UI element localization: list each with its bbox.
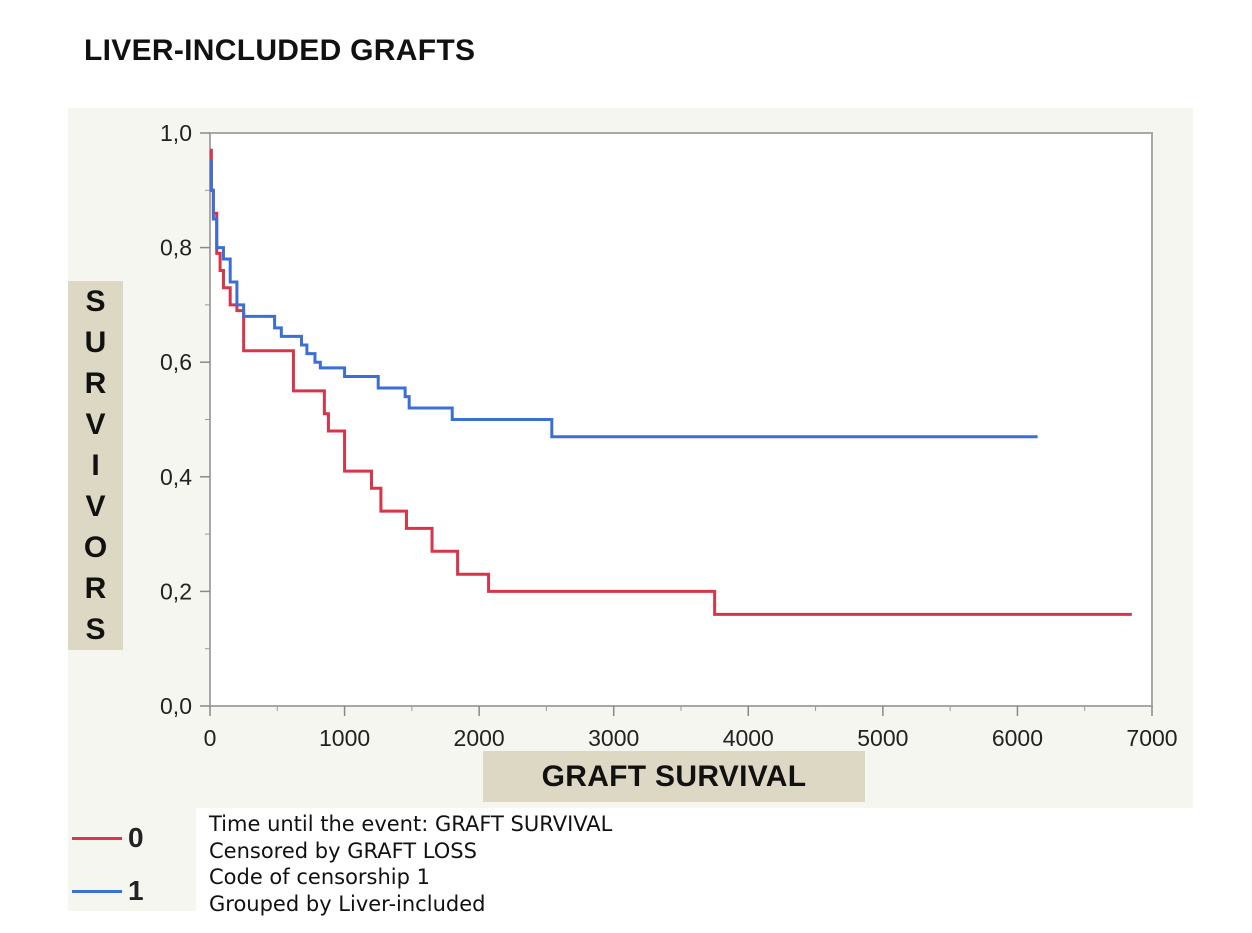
plot-area bbox=[209, 132, 1153, 707]
series-0-line bbox=[209, 148, 1132, 616]
x-tick-label: 2000 bbox=[454, 725, 505, 751]
note-line: Censored by GRAFT LOSS bbox=[209, 838, 477, 863]
legend-label-0: 0 bbox=[128, 822, 144, 853]
x-tick-label: 6000 bbox=[992, 725, 1043, 751]
y-tick-label: 1,0 bbox=[160, 120, 192, 146]
y-axis-label-letter: V bbox=[85, 489, 106, 523]
y-axis-label-letter: S bbox=[85, 612, 106, 646]
y-tick-label: 0,8 bbox=[160, 235, 192, 261]
y-tick-label: 0,4 bbox=[160, 464, 192, 490]
x-tick-label: 3000 bbox=[588, 725, 639, 751]
y-axis-label-letter: S bbox=[85, 284, 106, 318]
y-axis-label-letter: I bbox=[91, 448, 100, 482]
legend-label-1: 1 bbox=[128, 875, 144, 906]
chart-title: LIVER-INCLUDED GRAFTS bbox=[84, 34, 476, 67]
x-tick-label: 4000 bbox=[723, 725, 774, 751]
x-axis-label-box: GRAFT SURVIVAL bbox=[483, 751, 865, 802]
legend-swatch-0 bbox=[72, 836, 122, 840]
note-line: Code of censorship 1 bbox=[209, 865, 431, 889]
analysis-notes: Time until the event: GRAFT SURVIVAL Cen… bbox=[209, 811, 612, 917]
x-tick-label: 0 bbox=[204, 725, 217, 751]
legend: 0 1 bbox=[68, 808, 196, 911]
y-tick-label: 0,2 bbox=[160, 578, 192, 604]
legend-item-1: 1 bbox=[68, 875, 144, 906]
x-axis-label: GRAFT SURVIVAL bbox=[541, 759, 807, 793]
legend-swatch-1 bbox=[72, 889, 122, 893]
y-axis-label-letter: U bbox=[84, 325, 107, 359]
y-axis-label-letter: O bbox=[83, 530, 108, 564]
series-1-line bbox=[209, 160, 1038, 439]
y-axis-label-letter: V bbox=[85, 407, 106, 441]
note-line: Grouped by Liver-included bbox=[209, 891, 486, 916]
y-tick-label: 0,6 bbox=[160, 349, 192, 375]
x-tick-label: 5000 bbox=[857, 725, 908, 751]
legend-item-0: 0 bbox=[68, 822, 144, 853]
x-tick-label: 7000 bbox=[1126, 725, 1177, 751]
note-line: Time until the event: GRAFT SURVIVAL bbox=[209, 812, 613, 836]
y-axis-label-letter: R bbox=[84, 366, 107, 400]
y-tick-label: 0,0 bbox=[160, 693, 192, 719]
y-axis-label-letter: R bbox=[84, 571, 107, 605]
x-tick-label: 1000 bbox=[319, 725, 370, 751]
